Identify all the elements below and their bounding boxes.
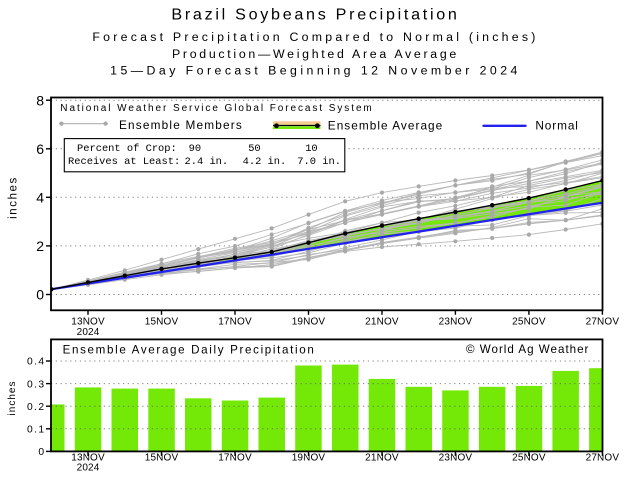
svg-text:0.2: 0.2 xyxy=(27,402,46,413)
svg-text:Production—Weighted Area Avera: Production—Weighted Area Average xyxy=(172,47,459,61)
svg-text:15NOV: 15NOV xyxy=(145,316,179,327)
svg-text:0.1: 0.1 xyxy=(27,425,46,436)
svg-text:7.0 in.: 7.0 in. xyxy=(297,156,341,168)
svg-text:21NOV: 21NOV xyxy=(365,316,399,327)
svg-text:17NOV: 17NOV xyxy=(218,453,252,464)
svg-text:17NOV: 17NOV xyxy=(218,316,252,327)
svg-text:Receives at Least:: Receives at Least: xyxy=(68,156,180,168)
svg-text:23NOV: 23NOV xyxy=(439,316,473,327)
svg-text:4: 4 xyxy=(36,190,44,206)
svg-text:inches: inches xyxy=(8,176,20,219)
svg-text:13NOV: 13NOV xyxy=(71,453,105,464)
svg-text:Ensemble Members: Ensemble Members xyxy=(119,118,243,132)
svg-text:15NOV: 15NOV xyxy=(145,453,179,464)
svg-text:19NOV: 19NOV xyxy=(292,453,326,464)
svg-text:27NOV: 27NOV xyxy=(586,453,620,464)
svg-text:23NOV: 23NOV xyxy=(439,453,473,464)
svg-text:Brazil Soybeans Precipitation: Brazil Soybeans Precipitation xyxy=(171,6,459,24)
svg-text:0: 0 xyxy=(38,447,45,458)
svg-text:National Weather Service Globa: National Weather Service Global Forecast… xyxy=(60,103,373,114)
svg-text:90: 90 xyxy=(189,143,201,155)
svg-text:8: 8 xyxy=(36,92,44,108)
svg-text:10: 10 xyxy=(305,143,317,155)
svg-text:50: 50 xyxy=(248,143,260,155)
svg-text:Ensemble Average: Ensemble Average xyxy=(328,118,443,132)
svg-text:13NOV: 13NOV xyxy=(71,316,105,327)
svg-text:27NOV: 27NOV xyxy=(586,316,620,327)
svg-text:2.4 in.: 2.4 in. xyxy=(185,156,229,168)
svg-text:Percent of Crop:: Percent of Crop: xyxy=(77,143,177,155)
svg-text:2024: 2024 xyxy=(77,463,100,474)
svg-text:0.3: 0.3 xyxy=(27,379,46,390)
svg-text:0.4: 0.4 xyxy=(27,357,46,368)
svg-text:© World Ag Weather: © World Ag Weather xyxy=(466,343,589,356)
svg-text:25NOV: 25NOV xyxy=(512,316,546,327)
svg-text:21NOV: 21NOV xyxy=(365,453,399,464)
svg-text:4.2 in.: 4.2 in. xyxy=(243,156,287,168)
svg-text:15—Day Forecast Beginning 12 N: 15—Day Forecast Beginning 12 November 20… xyxy=(110,63,521,77)
svg-text:Forecast Precipitation Compare: Forecast Precipitation Compared to Norma… xyxy=(92,30,538,44)
svg-text:2024: 2024 xyxy=(77,327,100,338)
svg-text:0: 0 xyxy=(36,287,44,303)
svg-text:25NOV: 25NOV xyxy=(512,453,546,464)
svg-text:2: 2 xyxy=(36,238,44,254)
svg-text:Normal: Normal xyxy=(535,118,578,132)
svg-text:19NOV: 19NOV xyxy=(292,316,326,327)
svg-text:inches: inches xyxy=(7,381,18,416)
svg-text:Ensemble Average Daily Precipi: Ensemble Average Daily Precipitation xyxy=(63,343,316,356)
svg-text:6: 6 xyxy=(36,141,44,157)
